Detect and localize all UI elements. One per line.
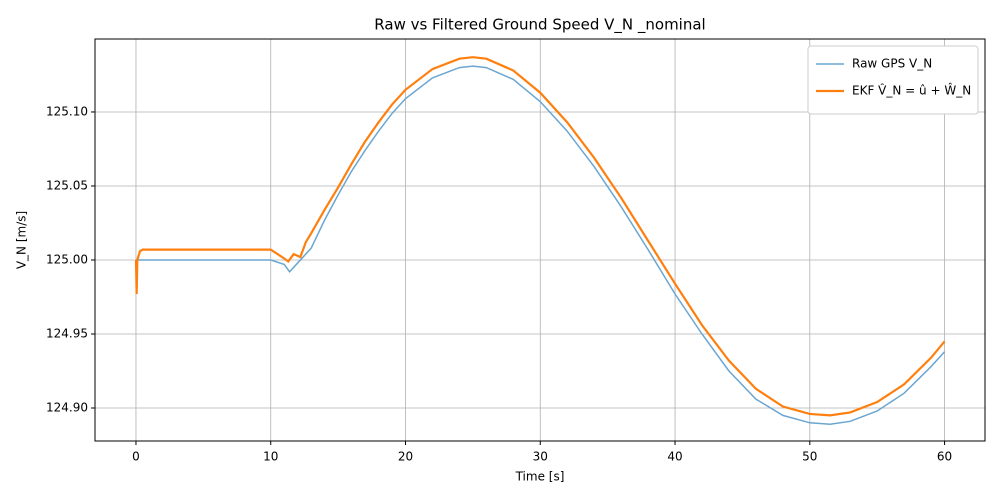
series-line bbox=[134, 56, 946, 417]
legend-label: Raw GPS V_N bbox=[852, 57, 932, 71]
x-tick-label: 50 bbox=[802, 450, 817, 464]
x-tick-label: 0 bbox=[132, 450, 140, 464]
x-tick-label: 30 bbox=[533, 450, 548, 464]
y-axis-label: V_N [m/s] bbox=[15, 211, 29, 269]
x-tick-label: 10 bbox=[263, 450, 278, 464]
plot-frame bbox=[94, 38, 986, 442]
y-tick-label: 125.05 bbox=[46, 178, 88, 192]
legend-box bbox=[807, 45, 979, 115]
x-tick-label: 20 bbox=[398, 450, 413, 464]
y-tick-label: 125.10 bbox=[46, 104, 88, 118]
x-axis-label: Time [s] bbox=[515, 470, 565, 484]
x-tick-label: 60 bbox=[937, 450, 952, 464]
y-tick-label: 124.90 bbox=[46, 400, 88, 414]
y-tick-label: 124.95 bbox=[46, 326, 88, 340]
x-tick-label: 40 bbox=[667, 450, 682, 464]
chart-title: Raw vs Filtered Ground Speed V_N _nomina… bbox=[374, 16, 705, 35]
legend-label: EKF V̂_N = û + Ŵ_N bbox=[852, 83, 971, 98]
y-tick-label: 125.00 bbox=[46, 252, 88, 266]
series-line bbox=[135, 65, 946, 426]
